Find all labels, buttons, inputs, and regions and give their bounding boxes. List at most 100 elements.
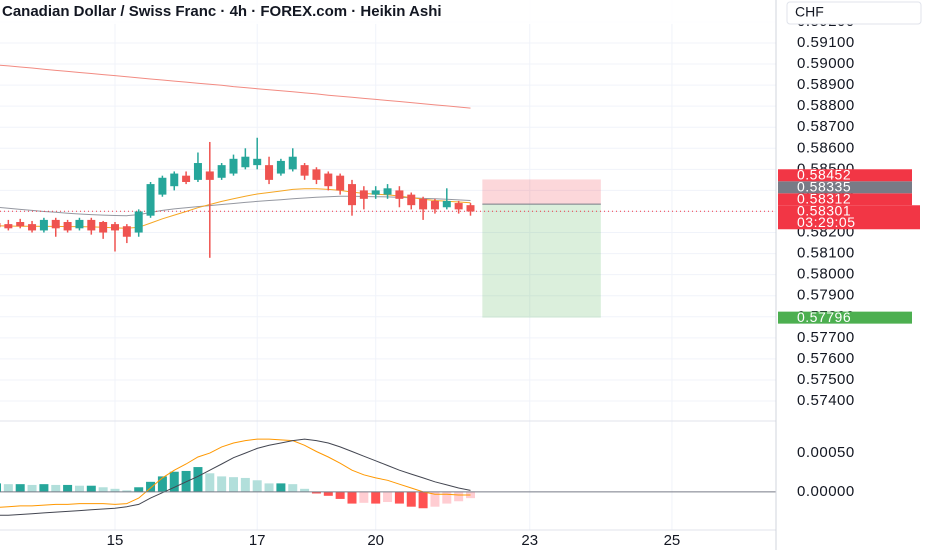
candle-body bbox=[300, 165, 309, 176]
candle-body bbox=[430, 200, 439, 210]
candle-body bbox=[99, 222, 108, 233]
histogram-bar bbox=[169, 471, 179, 492]
histogram-bar bbox=[406, 491, 416, 507]
candle-body bbox=[39, 219, 48, 231]
candle-body bbox=[288, 156, 297, 170]
y-tick-label: 0.58100 bbox=[797, 245, 855, 262]
histogram-bar bbox=[347, 491, 357, 504]
histogram-bar bbox=[288, 484, 298, 492]
price-axis bbox=[776, 0, 932, 550]
histogram-bar bbox=[205, 473, 215, 492]
candle-body bbox=[442, 200, 451, 208]
histogram-bar bbox=[323, 491, 333, 496]
y-tick-label: 0.57700 bbox=[797, 329, 855, 346]
candle-body bbox=[87, 219, 96, 231]
candle-body bbox=[371, 190, 380, 195]
candle-body bbox=[383, 188, 392, 195]
histogram-bar bbox=[311, 491, 321, 494]
candle-body bbox=[419, 198, 428, 210]
histogram-bar bbox=[122, 490, 132, 492]
currency-box bbox=[786, 1, 922, 25]
countdown: 03:29:05 bbox=[797, 214, 856, 230]
histogram-bar bbox=[454, 491, 464, 502]
candle-body bbox=[4, 224, 13, 229]
stop-zone bbox=[482, 179, 601, 205]
macd-line bbox=[0, 438, 471, 508]
histogram-bar bbox=[0, 483, 1, 492]
candle-body bbox=[16, 222, 25, 227]
histogram-bar bbox=[383, 491, 393, 503]
price-label: 0.57796 bbox=[797, 309, 851, 325]
title-bg bbox=[0, 0, 776, 24]
candle-body bbox=[466, 205, 475, 212]
candle-body bbox=[146, 184, 155, 216]
candle-body bbox=[241, 156, 250, 168]
histogram-bar bbox=[418, 491, 428, 509]
histogram-bar bbox=[217, 476, 227, 492]
price-label: 0.58312 bbox=[797, 190, 851, 206]
candle-body bbox=[158, 177, 167, 195]
histogram-bar bbox=[252, 480, 262, 492]
y-tick-label: 0.59100 bbox=[797, 34, 855, 51]
histogram-bar bbox=[98, 487, 108, 492]
candle-body bbox=[193, 163, 202, 180]
y-tick-label: 0.59000 bbox=[797, 55, 855, 72]
candle-body bbox=[395, 190, 404, 199]
y-tick-label: 0.57400 bbox=[797, 392, 855, 409]
price-label: 0.58301 bbox=[797, 202, 851, 218]
price-label-box bbox=[778, 193, 912, 206]
candle-body bbox=[217, 165, 226, 178]
histogram-bar bbox=[371, 491, 381, 504]
x-tick-label: 15 bbox=[107, 532, 124, 549]
histogram-bar bbox=[394, 491, 404, 504]
y-tick-label: 0.58800 bbox=[797, 97, 855, 114]
candle-body bbox=[51, 219, 60, 229]
histogram-bar bbox=[157, 476, 167, 492]
histogram-bar bbox=[359, 491, 369, 503]
y-tick-label: 0.58700 bbox=[797, 118, 855, 135]
histogram-bar bbox=[51, 484, 61, 492]
candle-body bbox=[359, 190, 368, 199]
candle-body bbox=[205, 171, 214, 180]
price-label: 0.58452 bbox=[797, 166, 851, 182]
target-zone bbox=[482, 204, 601, 318]
histogram-bar bbox=[146, 481, 156, 492]
histogram-bar bbox=[264, 483, 274, 492]
y-tick-label: 0.57600 bbox=[797, 350, 855, 367]
y-tick-label: 0.58000 bbox=[797, 266, 855, 283]
y-tick-label: 0.57500 bbox=[797, 371, 855, 388]
candle-body bbox=[312, 169, 321, 180]
histogram-bar bbox=[74, 485, 84, 492]
candle-body bbox=[182, 175, 191, 182]
histogram-bar bbox=[86, 485, 96, 492]
histogram-bar bbox=[39, 484, 49, 492]
moving-average bbox=[0, 64, 471, 109]
candle-body bbox=[28, 224, 37, 231]
x-tick-label: 17 bbox=[249, 532, 266, 549]
x-tick-label: 20 bbox=[367, 532, 384, 549]
histogram-bar bbox=[63, 484, 73, 492]
y-tick-label: 0.58600 bbox=[797, 139, 855, 156]
histogram-bar bbox=[335, 491, 345, 499]
macd-line bbox=[0, 438, 471, 516]
moving-average bbox=[0, 195, 471, 217]
candle-body bbox=[324, 173, 333, 187]
histogram-bar bbox=[229, 477, 238, 492]
histogram-bar bbox=[3, 484, 13, 492]
candle-body bbox=[253, 158, 262, 166]
histogram-bar bbox=[442, 491, 452, 504]
candle-body bbox=[454, 203, 463, 210]
histogram-bar bbox=[193, 467, 203, 492]
candle-body bbox=[75, 219, 84, 229]
candle-body bbox=[265, 165, 274, 180]
candle-body bbox=[348, 184, 356, 206]
y-tick-label: 0.57900 bbox=[797, 287, 855, 304]
histogram-bar bbox=[134, 487, 144, 492]
candle-body bbox=[276, 160, 285, 174]
price-label-box bbox=[778, 169, 912, 182]
candle-body bbox=[336, 175, 345, 191]
x-tick-label: 25 bbox=[664, 532, 681, 549]
candle-body bbox=[111, 224, 119, 231]
